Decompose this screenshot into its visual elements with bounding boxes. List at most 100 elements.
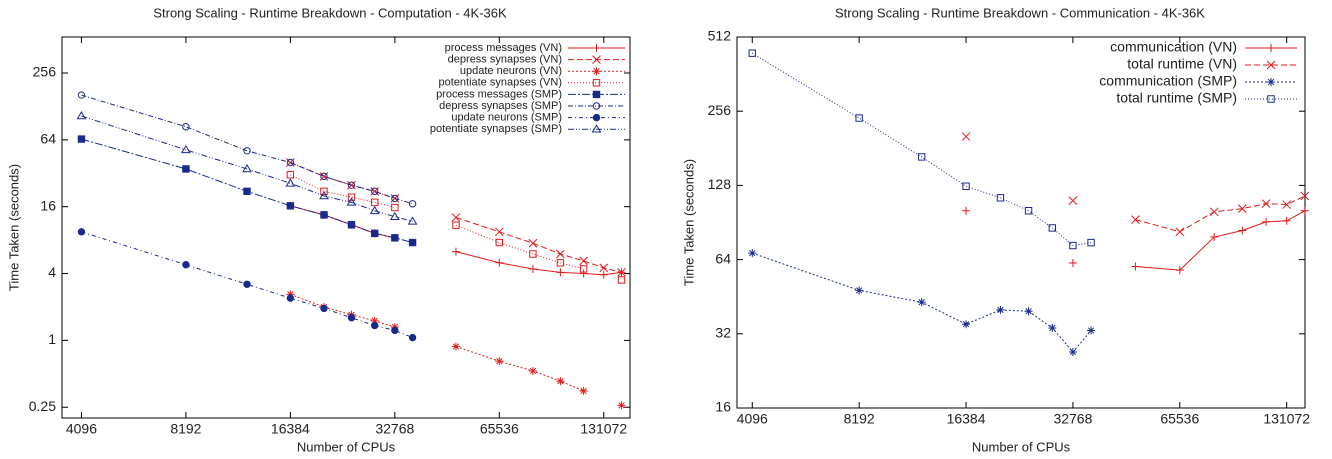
marker [243, 280, 251, 288]
marker [579, 387, 588, 396]
marker [1131, 215, 1140, 224]
x-tick-label: 16384 [947, 411, 986, 427]
marker [242, 163, 252, 173]
marker [77, 135, 86, 143]
marker [391, 194, 399, 203]
legend-marker [591, 124, 602, 133]
legend-label: update neurons (SMP) [451, 112, 562, 124]
marker [347, 193, 356, 201]
marker [1210, 233, 1219, 242]
marker [182, 123, 190, 131]
legend-label: total runtime (SMP) [1116, 90, 1237, 106]
marker [1068, 258, 1077, 267]
marker [347, 181, 356, 189]
marker [1068, 347, 1077, 356]
legend-label: depress synapses (SMP) [439, 100, 562, 112]
marker [346, 197, 357, 206]
marker [408, 333, 417, 342]
marker [77, 91, 86, 99]
marker [1282, 200, 1292, 209]
y-tick-label: 16 [715, 399, 731, 415]
x-tick-label: 4096 [66, 421, 97, 437]
marker [77, 228, 86, 236]
marker [320, 211, 328, 219]
marker [1087, 326, 1096, 335]
marker [285, 178, 296, 187]
series-line [290, 205, 622, 276]
y-tick-label: 256 [708, 102, 732, 118]
marker [452, 221, 460, 229]
marker [556, 377, 565, 386]
y-tick-label: 0.25 [29, 398, 56, 414]
legend-marker [592, 67, 601, 76]
marker [556, 249, 565, 259]
marker [1261, 199, 1271, 208]
marker [1024, 307, 1033, 316]
marker [855, 286, 864, 295]
legend-marker [1267, 44, 1275, 52]
legend-marker [1266, 60, 1276, 70]
marker [1300, 206, 1309, 215]
marker [286, 202, 295, 210]
marker [1300, 191, 1310, 201]
series-line [752, 52, 1092, 247]
marker [1175, 227, 1185, 237]
marker [962, 320, 971, 329]
marker [579, 265, 588, 273]
marker [408, 238, 417, 247]
series-line [81, 115, 413, 222]
x-tick-label: 16384 [271, 421, 310, 437]
marker [556, 259, 565, 267]
marker [451, 342, 460, 351]
marker [495, 238, 503, 247]
marker [599, 270, 608, 279]
marker [528, 238, 538, 248]
legend-label: depress synapses (VN) [448, 54, 562, 66]
legend-label: total runtime (VN) [1127, 56, 1237, 72]
legend-label: communication (VN) [1110, 39, 1237, 55]
y-tick-label: 4 [48, 264, 56, 280]
legend-label: communication (SMP) [1099, 73, 1237, 89]
x-tick-label: 4096 [737, 411, 768, 427]
marker [579, 256, 588, 266]
y-axis-label: Time Taken (seconds) [681, 159, 696, 286]
marker [370, 316, 379, 325]
marker [408, 200, 417, 208]
marker [748, 249, 757, 258]
y-tick-label: 64 [715, 250, 731, 266]
marker [407, 216, 418, 225]
x-tick-label: 131072 [580, 421, 627, 437]
marker [1087, 238, 1095, 247]
legend-marker [1267, 78, 1275, 86]
x-tick-label: 8192 [170, 421, 201, 437]
y-tick-label: 512 [708, 28, 732, 44]
x-axis-label: Number of CPUs [972, 439, 1071, 454]
marker [243, 147, 251, 155]
marker [617, 401, 626, 410]
marker [243, 187, 251, 196]
x-tick-label: 8192 [844, 411, 875, 427]
marker [996, 194, 1005, 202]
y-tick-label: 256 [33, 64, 57, 80]
series-line [752, 252, 1092, 353]
marker [391, 203, 399, 212]
series-line [81, 94, 413, 205]
marker [1209, 207, 1219, 217]
marker [855, 114, 863, 122]
y-axis-label: Time Taken (seconds) [6, 164, 21, 291]
marker [320, 187, 328, 196]
chart-title: Strong Scaling - Runtime Breakdown - Com… [153, 5, 507, 20]
marker [369, 205, 380, 215]
marker [389, 211, 400, 221]
marker [1048, 224, 1057, 232]
legend-marker [592, 90, 601, 99]
marker [182, 165, 190, 173]
marker [962, 182, 970, 190]
marker [320, 304, 328, 313]
marker [748, 49, 756, 57]
marker [181, 144, 191, 154]
marker [451, 213, 461, 222]
marker [286, 290, 295, 299]
x-tick-label: 65536 [1160, 411, 1199, 427]
